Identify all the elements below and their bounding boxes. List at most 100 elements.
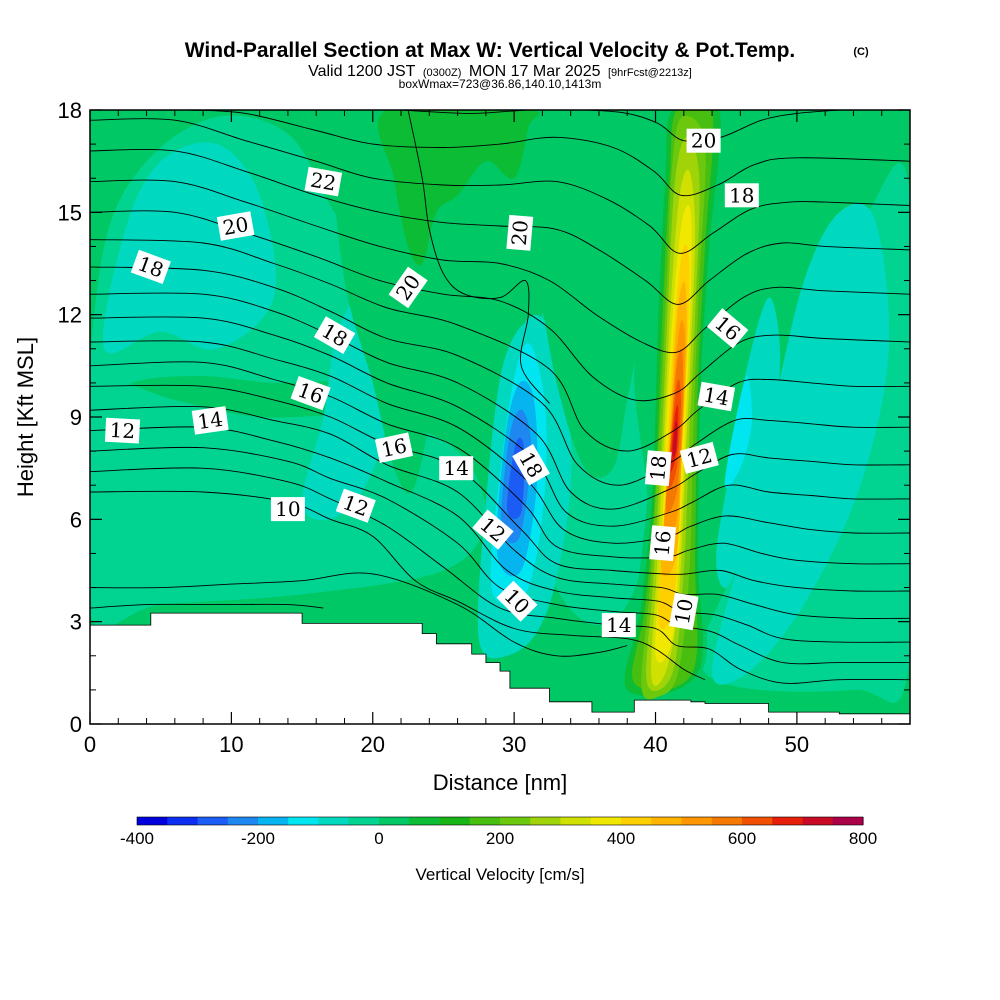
contour-label-20: 20 — [506, 214, 534, 251]
svg-text:14: 14 — [196, 407, 225, 434]
axes: 0 10 20 30 40 50 0 3 6 9 12 15 18 — [58, 98, 911, 757]
x-tick-label: 0 — [84, 732, 96, 757]
terrain — [90, 612, 910, 724]
contour-label-20: 20 — [686, 128, 721, 153]
colorbar-swatch — [530, 817, 562, 825]
valid-date: MON 17 Mar 2025 — [469, 63, 601, 80]
isentrope-line-13 — [90, 239, 910, 452]
copyright-mark: (C) — [853, 46, 869, 58]
isentrope-line-6 — [90, 405, 910, 619]
isentrope-line-4 — [90, 446, 910, 665]
contour-label-16: 16 — [374, 432, 414, 463]
colorbar-tick-label: 600 — [728, 829, 756, 848]
y-tick-label: 0 — [70, 712, 82, 737]
contour-label-16: 16 — [649, 525, 677, 562]
colorbar-swatch — [651, 817, 683, 825]
contour-label-10: 10 — [669, 592, 699, 631]
colorbar-swatch — [227, 817, 259, 825]
velocity-region-23 — [377, 110, 540, 266]
y-tick-label: 3 — [70, 610, 82, 635]
colorbar-label: Vertical Velocity [cm/s] — [415, 865, 584, 884]
contour-label-12: 12 — [104, 417, 141, 444]
svg-text:20: 20 — [691, 129, 716, 153]
svg-text:16: 16 — [379, 433, 409, 462]
isentrope-line-14 — [90, 210, 910, 402]
isentrope-line-16 — [90, 148, 910, 305]
colorbar-swatch — [197, 817, 229, 825]
colorbar-swatch — [772, 817, 804, 825]
svg-text:10: 10 — [670, 597, 698, 626]
colorbar-swatch — [348, 817, 380, 825]
colorbar-tick-label: -400 — [120, 829, 154, 848]
isentrope-line-5 — [90, 426, 910, 643]
colorbar-frame — [136, 816, 864, 826]
colorbar-swatch — [802, 817, 834, 825]
svg-text:20: 20 — [507, 219, 533, 246]
svg-text:22: 22 — [309, 168, 338, 196]
y-tick-label: 9 — [70, 405, 82, 430]
isentrope-line-2 — [90, 490, 706, 681]
contour-label-20: 20 — [216, 211, 255, 241]
contour-label-10: 10 — [496, 580, 538, 622]
velocity-region-12 — [782, 279, 874, 577]
isentrope-line-11 — [90, 292, 910, 510]
colorbar-swatch — [560, 817, 592, 825]
isentrope-line-15 — [90, 179, 910, 354]
svg-text:20: 20 — [221, 212, 250, 240]
contour-label-12: 12 — [679, 441, 719, 474]
colorbar-tick-label: -200 — [241, 829, 275, 848]
colorbar-swatch — [379, 817, 410, 825]
colorbar-tick-label: 400 — [607, 829, 635, 848]
isentrope-line-17 — [90, 118, 910, 254]
velocity-region-36 — [672, 421, 678, 457]
colorbar-swatch — [318, 817, 350, 825]
svg-text:16: 16 — [650, 529, 676, 556]
colorbar-tick-label: 200 — [486, 829, 514, 848]
colorbar-swatch — [258, 817, 289, 825]
isentrope-line-8 — [90, 361, 910, 565]
valid-prefix: Valid 1200 JST — [308, 63, 416, 80]
valid-zulu: (0300Z) — [423, 67, 462, 79]
velocity-region-5 — [102, 142, 276, 354]
contour-labels: 12 14101820221618121614202012101814181610… — [104, 128, 759, 638]
contour-label-14: 14 — [601, 613, 636, 638]
colorbar-tick-label: 800 — [849, 829, 877, 848]
x-tick-label: 20 — [361, 732, 385, 757]
valid-time-line: Valid 1200 JST (0300Z) MON 17 Mar 2025 [… — [308, 63, 692, 80]
y-tick-label: 12 — [58, 303, 82, 328]
y-axis-label: Height [Kft MSL] — [13, 337, 38, 497]
svg-text:14: 14 — [702, 382, 731, 410]
isentrope-line-1 — [90, 572, 628, 657]
isentrope-line-20 — [407, 110, 550, 404]
colorbar-swatch — [409, 817, 441, 825]
contour-label-14: 14 — [191, 406, 229, 435]
colorbar: -400 -200 0 200 400 600 800 — [120, 816, 877, 848]
vertical-velocity-fill — [90, 110, 910, 724]
svg-text:18: 18 — [645, 454, 671, 481]
isentrope-line-0 — [90, 603, 324, 609]
x-tick-label: 40 — [643, 732, 667, 757]
contour-label-14: 14 — [697, 381, 736, 412]
colorbar-swatch — [711, 817, 743, 825]
velocity-region-17 — [724, 376, 752, 488]
chart-title: Wind-Parallel Section at Max W: Vertical… — [185, 39, 796, 62]
svg-text:14: 14 — [443, 456, 468, 480]
isentrope-line-3 — [90, 467, 910, 684]
colorbar-tick-label: 0 — [374, 829, 383, 848]
colorbar-swatch — [500, 817, 531, 825]
x-tick-label: 30 — [502, 732, 526, 757]
colorbar-swatch — [288, 817, 320, 825]
svg-text:14: 14 — [606, 613, 631, 637]
isentrope-line-18 — [188, 110, 910, 197]
colorbar-swatch — [167, 817, 199, 825]
colorbar-swatch — [137, 817, 168, 825]
contour-label-18: 18 — [724, 183, 759, 208]
svg-text:Valid 1200 JST (0300Z): Valid 1200 JST (0300Z) MON 17 Mar 2025 [… — [308, 63, 692, 80]
isentrope-line-10 — [90, 316, 910, 527]
colorbar-swatch — [832, 817, 864, 825]
contour-label-12: 12 — [335, 488, 376, 523]
contour-label-14: 14 — [439, 456, 474, 481]
x-axis-label: Distance [nm] — [433, 770, 568, 795]
terrain-mask — [90, 612, 910, 724]
